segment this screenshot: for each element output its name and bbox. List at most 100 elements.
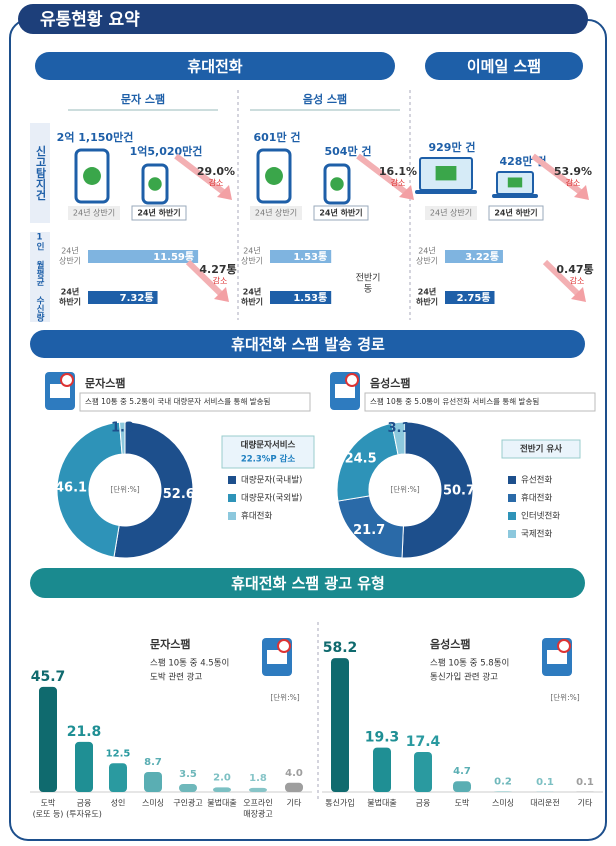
donut-slice (118, 421, 126, 455)
route-desc: 스팸 10통 중 5.0통이 유선전화 서비스를 통해 발송됨 (370, 396, 539, 406)
report-change: 16.1% (379, 165, 417, 178)
donut-slice (56, 421, 123, 558)
x-label: 대리운전 (530, 798, 559, 808)
types-header-bar (30, 568, 585, 598)
phone-bubble (83, 167, 101, 185)
value-label: 1.8 (249, 773, 267, 784)
monthly-period: 24년 (418, 287, 437, 297)
type-desc: 스팸 10통 중 4.5통이 (150, 658, 229, 669)
monthly-value: 11.59통 (153, 251, 194, 263)
x-label: (로또 등) (33, 810, 64, 819)
donut-slice (113, 421, 194, 559)
value-label: 21.8 (67, 724, 102, 740)
donut-label: 50.7 (443, 484, 475, 499)
legend-label: 유선전화 (521, 475, 552, 486)
monthly-period: 하반기 (59, 297, 81, 307)
x-label: 매장광고 (243, 809, 272, 819)
unit: [단위:%] (270, 692, 299, 702)
monthly-bar (88, 250, 199, 263)
report-change: 53.9% (554, 165, 592, 178)
monthly-period: 상반기 (59, 256, 81, 266)
laptop-envelope (435, 166, 457, 181)
routes-header-bar (30, 330, 585, 358)
monthly-note: 전반기 (356, 273, 381, 284)
no-sign (345, 373, 359, 387)
donut-label: 21.7 (353, 523, 385, 538)
legend-label: 휴대전화 (521, 493, 552, 504)
period-box (250, 206, 302, 220)
decrease-arrow-head (214, 287, 229, 302)
type-desc: 통신가입 관련 광고 (430, 672, 498, 683)
x-label: 통신가입 (325, 799, 354, 808)
value-label: 4.0 (285, 768, 303, 779)
value-label: 0.1 (576, 777, 594, 788)
type-name: 문자스팸 (150, 637, 190, 651)
phone-bubble (148, 177, 162, 191)
x-label: (투자유도) (66, 810, 102, 819)
decrease-arrow-head (399, 185, 414, 200)
x-label: 기타 (287, 799, 302, 808)
legend-label: 대량문자(국외발) (241, 493, 302, 504)
decrease-arrow-head (571, 287, 586, 302)
monthly-value: 3.22통 (465, 251, 499, 263)
value-label: 2.0 (213, 772, 231, 783)
period-box (313, 205, 369, 221)
donut-slice (401, 421, 474, 559)
period-label: 24년 상반기 (255, 208, 297, 218)
route-desc: 스팸 10통 중 5.2통이 국내 대량문자 서비스를 통해 발송됨 (85, 396, 270, 406)
report-h1: 2억 1,150만건 (57, 130, 134, 144)
laptop-envelope (507, 177, 523, 188)
message-icon-envelope (335, 384, 355, 398)
bar (144, 771, 162, 792)
callout-box (501, 439, 581, 459)
monthly-period: 상반기 (241, 256, 263, 266)
mobile-header-bar (35, 52, 395, 80)
no-sign (60, 373, 74, 387)
x-label: 도박 (41, 798, 56, 808)
message-icon-envelope (547, 650, 567, 664)
legend-swatch (508, 494, 516, 502)
callout: 22.3%P 감소 (241, 454, 295, 465)
route-desc-box (79, 392, 311, 412)
period-box (131, 205, 187, 221)
x-label: 기타 (578, 799, 593, 808)
report-h2: 504만 건 (324, 144, 371, 158)
legend-swatch (508, 512, 516, 520)
donut-label: 52.6 (163, 487, 195, 502)
x-label: 불법대출 (367, 798, 396, 808)
monthly-value: 2.75통 (457, 292, 491, 304)
monthly-period: 24년 (243, 246, 261, 256)
monthly-bar (270, 291, 332, 304)
x-label: 스미싱 (492, 798, 514, 808)
report-h2: 1억5,020만건 (130, 144, 203, 158)
row-label-box (30, 123, 50, 223)
monthly-period: 24년 (418, 246, 436, 256)
email-header: 이메일 스팸 (467, 58, 541, 76)
monthly-bar (445, 250, 503, 263)
callout-box (221, 435, 315, 469)
donut-slice (391, 421, 406, 456)
donut-label: 46.1 (55, 480, 87, 495)
value-label: 12.5 (106, 748, 131, 759)
legend-swatch (508, 530, 516, 538)
period-label: 24년 상반기 (430, 208, 472, 218)
bar (331, 658, 349, 792)
title: 유통현황 요약 (40, 9, 140, 30)
monthly-period: 상반기 (416, 256, 438, 266)
monthly-bar (88, 291, 158, 304)
monthly-change: 4.27통 (199, 263, 236, 276)
legend-label: 국제전화 (521, 529, 552, 540)
legend-swatch (228, 494, 236, 502)
donut-label: 1.3 (111, 421, 134, 436)
laptop-base (492, 194, 538, 198)
bar (213, 787, 231, 792)
row-label: 신고탐지건 (34, 144, 47, 200)
message-icon-envelope (50, 384, 70, 398)
legend-swatch (228, 476, 236, 484)
decrease-arrow-head (574, 185, 589, 200)
value-label: 4.7 (453, 766, 471, 777)
row-label-box (30, 232, 50, 322)
monthly-value: 1.53통 (293, 292, 327, 304)
monthly-period: 하반기 (241, 297, 263, 307)
